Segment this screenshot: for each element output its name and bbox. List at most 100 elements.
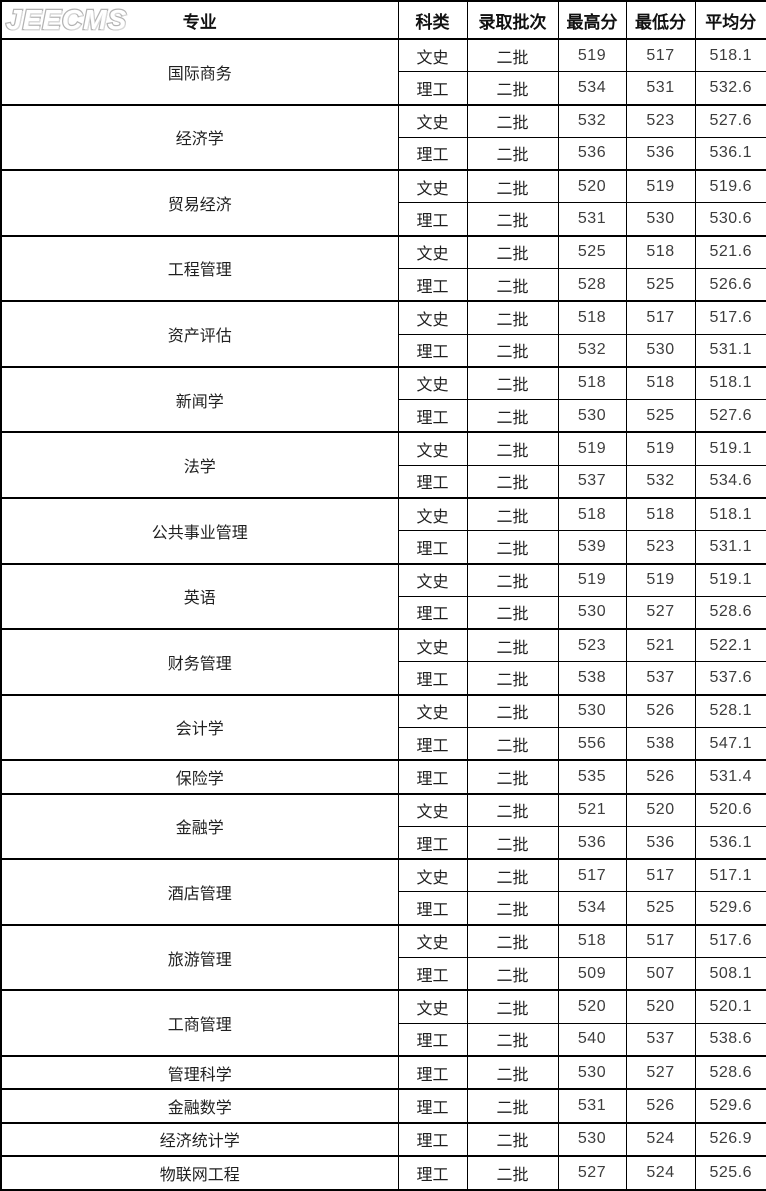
batch-cell: 二批 [466, 923, 559, 959]
batch-cell: 二批 [466, 726, 559, 761]
table-row: 理工 二批 531 530 530.6 [1, 202, 766, 237]
subject-type-cell: 文史 [397, 858, 468, 893]
avg-score-cell: 517.1 [694, 858, 766, 893]
max-score-cell: 540 [557, 1022, 627, 1057]
max-score-cell: 530 [557, 399, 627, 433]
subject-type-cell: 理工 [397, 1155, 468, 1191]
table-row: 法学 文史 二批 519 519 519.1 [0, 431, 766, 499]
table-row: 公共事业管理 文史 二批 518 518 518.1 [0, 496, 766, 564]
min-score-cell: 518 [625, 234, 696, 269]
major-cell: 物联网工程 [0, 1155, 399, 1191]
subject-type-cell: 理工 [397, 71, 468, 106]
max-score-cell: 521 [557, 792, 627, 827]
subject-type-cell: 文史 [397, 234, 468, 269]
avg-score-cell: 530.6 [694, 202, 766, 237]
max-score-cell: 518 [557, 365, 627, 401]
major-cell: 法学 [0, 431, 399, 499]
table-row: 理工 二批 536 536 536.1 [1, 136, 766, 171]
avg-score-cell: 517.6 [694, 300, 766, 335]
batch-cell: 二批 [466, 759, 559, 795]
avg-score-cell: 518.1 [694, 38, 766, 73]
min-score-cell: 517 [625, 38, 696, 73]
min-score-cell: 536 [625, 825, 696, 860]
major-cell: 保险学 [0, 759, 399, 795]
batch-cell: 二批 [466, 1155, 559, 1191]
subject-type-cell: 理工 [397, 595, 468, 630]
batch-cell: 二批 [466, 399, 559, 433]
subject-type-cell: 文史 [397, 300, 468, 335]
batch-cell: 二批 [466, 464, 559, 499]
table-body: 国际商务 文史 二批 519 517 518.1 理工 二批 534 531 532.6 经济学 文史二… [0, 38, 766, 1191]
batch-cell: 二批 [466, 595, 559, 630]
subject-type-cell: 理工 [397, 202, 468, 237]
table-row: 资产评估 文史 二批 518 517 517.6 [0, 300, 766, 368]
min-score-cell: 518 [625, 365, 696, 401]
subject-type-cell: 理工 [397, 759, 468, 795]
batch-cell: 二批 [466, 365, 559, 401]
min-score-cell: 524 [625, 1121, 696, 1157]
min-score-cell: 532 [625, 464, 696, 499]
max-score-cell: 530 [557, 595, 627, 630]
avg-score-cell: 520.1 [694, 989, 766, 1024]
subject-type-cell: 理工 [397, 891, 468, 926]
subject-type-cell: 文史 [397, 431, 468, 466]
min-score-cell: 531 [625, 71, 696, 106]
subject-type-cell: 文史 [397, 628, 468, 663]
max-score-cell: 534 [557, 71, 627, 106]
table-row: 酒店管理 文史 二批 517 517 517.1 [0, 858, 766, 926]
max-score-cell: 517 [557, 858, 627, 893]
subject-type-cell: 理工 [397, 136, 468, 171]
subject-type-cell: 文史 [397, 38, 468, 73]
avg-score-cell: 547.1 [694, 726, 766, 761]
table-row: 理工 二批 530 525 527.6 [1, 399, 766, 433]
header-cell-subject-type: 科类 [397, 0, 468, 40]
subject-type-cell: 理工 [397, 267, 468, 302]
min-score-cell: 536 [625, 136, 696, 171]
table-row: 理工 二批 509 507 508.1 [1, 957, 766, 991]
min-score-cell: 520 [625, 792, 696, 827]
max-score-cell: 538 [557, 661, 627, 696]
avg-score-cell: 538.6 [694, 1022, 766, 1057]
min-score-cell: 525 [625, 399, 696, 433]
table-row: 理工 二批 536 536 536.1 [1, 825, 766, 860]
subject-type-cell: 理工 [397, 399, 468, 433]
max-score-cell: 519 [557, 562, 627, 597]
max-score-cell: 518 [557, 923, 627, 959]
batch-cell: 二批 [466, 202, 559, 237]
min-score-cell: 523 [625, 530, 696, 564]
subject-type-cell: 文史 [397, 923, 468, 959]
min-score-cell: 538 [625, 726, 696, 761]
max-score-cell: 531 [557, 202, 627, 237]
batch-cell: 二批 [466, 1121, 559, 1157]
batch-cell: 二批 [466, 957, 559, 991]
min-score-cell: 537 [625, 1022, 696, 1057]
major-cell: 金融学 [0, 792, 399, 860]
batch-cell: 二批 [466, 38, 559, 73]
max-score-cell: 520 [557, 169, 627, 204]
batch-cell: 二批 [466, 858, 559, 893]
max-score-cell: 523 [557, 628, 627, 663]
min-score-cell: 518 [625, 496, 696, 532]
avg-score-cell: 526.6 [694, 267, 766, 302]
subject-type-cell: 文史 [397, 562, 468, 597]
header-cell-max-score: 最高分 [557, 0, 627, 40]
avg-score-cell: 531.4 [694, 759, 766, 795]
avg-score-cell: 526.9 [694, 1121, 766, 1157]
max-score-cell: 520 [557, 989, 627, 1024]
max-score-cell: 519 [557, 38, 627, 73]
max-score-cell: 535 [557, 759, 627, 795]
avg-score-cell: 531.1 [694, 530, 766, 564]
batch-cell: 二批 [466, 792, 559, 827]
batch-cell: 二批 [466, 661, 559, 696]
batch-cell: 二批 [466, 496, 559, 532]
subject-type-cell: 理工 [397, 464, 468, 499]
avg-score-cell: 531.1 [694, 333, 766, 368]
table-row: 会计学 文史 二批 530 526 528.1 [0, 693, 766, 761]
header-cell-min-score: 最低分 [625, 0, 696, 40]
batch-cell: 二批 [466, 267, 559, 302]
avg-score-cell: 518.1 [694, 365, 766, 401]
min-score-cell: 517 [625, 300, 696, 335]
avg-score-cell: 508.1 [694, 957, 766, 991]
